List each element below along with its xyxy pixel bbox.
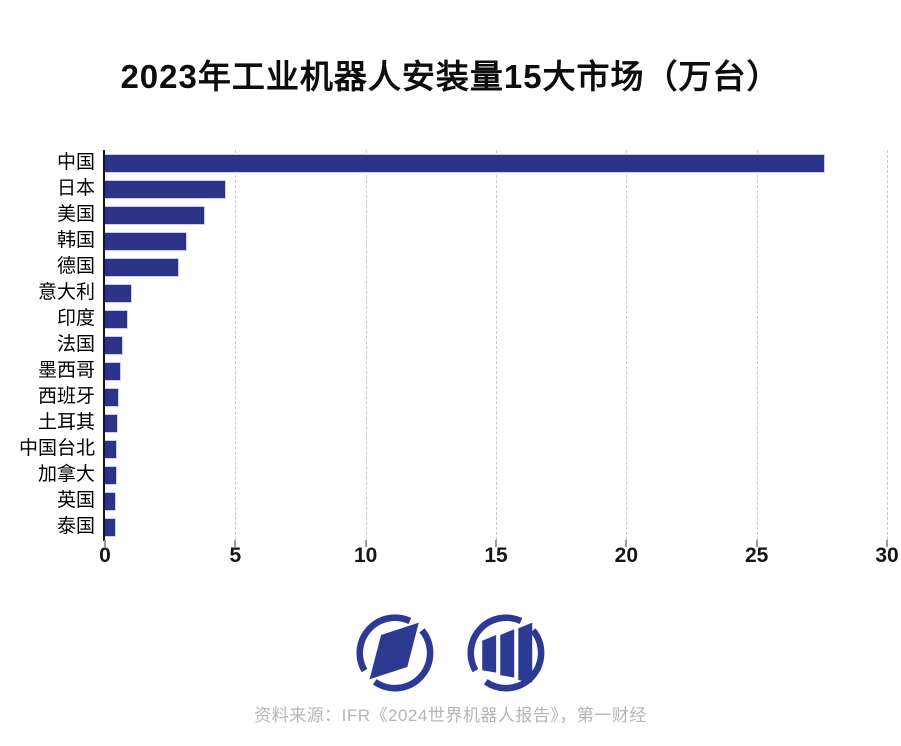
yicai-bars-logo-icon xyxy=(467,614,545,692)
bar-row xyxy=(105,384,887,410)
bar xyxy=(105,491,116,511)
category-label: 法国 xyxy=(56,334,95,355)
gridline-20 xyxy=(626,150,628,540)
x-tickmark-5 xyxy=(234,540,237,547)
category-label: 中国台北 xyxy=(18,438,95,459)
bar xyxy=(105,517,116,537)
gridline-25 xyxy=(756,150,758,540)
bar xyxy=(105,309,129,329)
bar-row xyxy=(105,306,887,332)
x-ticklabel-0: 0 xyxy=(99,544,111,567)
bar-row xyxy=(105,410,887,436)
category-label: 德国 xyxy=(56,256,95,277)
bar-row xyxy=(105,176,887,202)
gridline-30 xyxy=(887,150,888,540)
x-ticklabel-15: 15 xyxy=(484,544,508,567)
x-tickmarks xyxy=(104,540,888,548)
bar xyxy=(105,231,187,251)
category-label: 墨西哥 xyxy=(37,360,95,381)
category-label: 加拿大 xyxy=(37,464,95,485)
x-ticklabel-25: 25 xyxy=(744,544,769,567)
category-label: 泰国 xyxy=(56,516,95,537)
x-tickmark-30 xyxy=(886,540,888,547)
bar-row xyxy=(105,488,887,514)
bar xyxy=(105,179,226,199)
category-labels: 中国日本美国韩国德国意大利印度法国墨西哥西班牙土耳其中国台北加拿大英国泰国 xyxy=(0,150,95,540)
bar-row xyxy=(105,254,887,280)
gridline-10 xyxy=(365,150,367,540)
bar-row xyxy=(105,332,887,358)
bar-row xyxy=(105,358,887,384)
bar xyxy=(105,257,179,277)
x-tickmark-15 xyxy=(495,540,497,547)
footer-logos xyxy=(0,612,901,694)
category-label: 韩国 xyxy=(56,230,95,251)
bar xyxy=(105,335,123,355)
chart-title: 2023年工业机器人安装量15大市场（万台） xyxy=(120,58,781,95)
x-tickmark-25 xyxy=(755,540,758,547)
bar xyxy=(105,387,120,407)
x-ticklabel-20: 20 xyxy=(614,544,638,567)
bar-row xyxy=(105,202,887,228)
source-text: 资料来源：IFR《2024世界机器人报告》，第一财经 xyxy=(254,706,647,725)
bar xyxy=(105,413,118,433)
category-label: 美国 xyxy=(56,204,95,225)
bar-row xyxy=(105,436,887,462)
x-tickmark-20 xyxy=(625,540,628,547)
category-label: 土耳其 xyxy=(37,412,95,433)
bar xyxy=(105,361,122,381)
category-label: 印度 xyxy=(56,308,95,329)
x-tickmark-0 xyxy=(104,540,106,547)
bar xyxy=(105,205,206,225)
category-label: 中国 xyxy=(56,152,95,173)
category-label: 西班牙 xyxy=(37,386,95,407)
yicai-parallelogram-logo-icon xyxy=(356,614,434,692)
category-label: 意大利 xyxy=(37,282,95,303)
category-label: 日本 xyxy=(56,178,95,199)
y-axis-line xyxy=(103,150,105,541)
bar-row xyxy=(105,228,887,254)
gridline-15 xyxy=(496,150,497,540)
bars xyxy=(105,150,887,540)
bar xyxy=(105,153,826,173)
bar-row xyxy=(105,150,887,176)
x-ticklabel-10: 10 xyxy=(353,544,378,567)
bar xyxy=(105,465,117,485)
x-ticklabels: 0 5 10 15 20 25 30 xyxy=(99,544,899,570)
bar xyxy=(105,283,133,303)
x-ticklabel-30: 30 xyxy=(875,544,899,567)
x-tickmark-10 xyxy=(364,540,367,547)
bar-row xyxy=(105,462,887,488)
category-label: 英国 xyxy=(56,490,95,511)
gridlines xyxy=(105,150,888,540)
x-ticklabel-5: 5 xyxy=(229,544,242,567)
bar-row xyxy=(105,280,887,306)
bar xyxy=(105,439,118,459)
bar-row xyxy=(105,514,887,540)
gridline-5 xyxy=(235,150,237,540)
